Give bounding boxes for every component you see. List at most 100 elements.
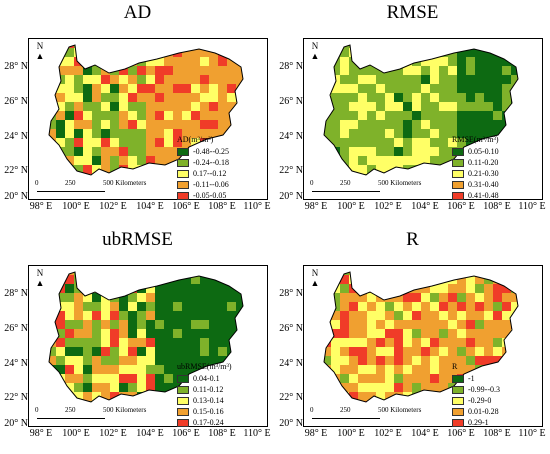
grid-cell (331, 156, 340, 165)
grid-cell (38, 84, 47, 93)
grid-cell (520, 48, 529, 57)
grid-cell (439, 293, 448, 302)
grid-cell (439, 356, 448, 365)
grid-cell (304, 302, 313, 311)
grid-cell (110, 111, 119, 120)
grid-cell (173, 75, 182, 84)
grid-cell (164, 365, 173, 374)
grid-cell (340, 275, 349, 284)
grid-cell (394, 329, 403, 338)
grid-cell (110, 129, 119, 138)
grid-cell (376, 338, 385, 347)
grid-cell (128, 147, 137, 156)
grid-cell (65, 102, 74, 111)
lat-label: 24° N (4, 358, 28, 369)
grid-cell (403, 48, 412, 57)
grid-cell (358, 383, 367, 392)
grid-cell (394, 75, 403, 84)
grid-cell (83, 320, 92, 329)
grid-cell (412, 93, 421, 102)
grid-cell (83, 93, 92, 102)
grid-cell (74, 147, 83, 156)
grid-cell (110, 75, 119, 84)
grid-cell (502, 75, 511, 84)
grid-cell (403, 320, 412, 329)
grid-cell (331, 165, 340, 174)
grid-cell (538, 39, 542, 48)
legend-swatch (177, 180, 189, 189)
grid-cell (254, 311, 263, 320)
north-arrow: N ▲ (310, 268, 320, 288)
grid-cell (254, 266, 263, 275)
grid-cell (376, 45, 385, 48)
grid-cell (49, 147, 56, 156)
grid-cell (412, 329, 421, 338)
grid-cell (421, 165, 430, 174)
grid-cell (439, 383, 448, 392)
grid-cell (236, 293, 243, 302)
grid-cell (529, 93, 538, 102)
grid-cell (475, 347, 484, 356)
grid-cell (200, 275, 209, 284)
lat-label: 24° N (4, 131, 28, 142)
grid-cell (484, 338, 493, 347)
grid-cell (340, 93, 349, 102)
grid-cell (430, 48, 439, 57)
grid-cell (511, 45, 518, 48)
grid-cell (358, 347, 367, 356)
grid-cell (403, 338, 412, 347)
grid-cell (493, 311, 502, 320)
grid-cell (358, 302, 367, 311)
grid-cell (529, 66, 538, 75)
grid-cell (385, 48, 394, 57)
grid-cell (430, 293, 439, 302)
grid-cell (191, 356, 200, 365)
grid-cell (227, 102, 236, 111)
legend: AD(m³/m³) -0.48--0.25 -0.24--0.18 0.17--… (177, 135, 267, 201)
grid-cell (191, 275, 200, 284)
grid-cell (191, 293, 200, 302)
grid-cell (484, 120, 493, 129)
grid-cell (164, 84, 173, 93)
grid-cell (29, 293, 38, 302)
grid-cell (502, 48, 511, 57)
lon-label: 108° E (208, 428, 236, 439)
grid-cell (209, 66, 218, 75)
grid-cell (457, 338, 466, 347)
grid-cell (110, 102, 119, 111)
grid-cell (493, 45, 502, 48)
grid-cell (29, 102, 38, 111)
grid-cell (49, 66, 56, 75)
grid-cell (376, 48, 385, 57)
grid-cell (538, 284, 542, 293)
grid-cell (502, 302, 511, 311)
grid-cell (119, 156, 128, 165)
grid-cell (173, 102, 182, 111)
grid-cell (493, 275, 502, 284)
lat-label: 26° N (4, 323, 28, 334)
grid-cell (227, 75, 236, 84)
grid-cell (367, 84, 376, 93)
grid-cell (304, 311, 313, 320)
grid-cell (439, 338, 448, 347)
legend-swatch (452, 169, 464, 178)
grid-cell (146, 272, 155, 275)
grid-cell (349, 93, 358, 102)
grid-cell (430, 302, 439, 311)
map-svg (29, 266, 267, 403)
grid-cell (263, 275, 267, 284)
grid-cell (209, 129, 218, 138)
legend-title: AD(m³/m³) (177, 135, 214, 144)
grid-cell (475, 75, 484, 84)
grid-cell (227, 111, 236, 120)
grid-cell (448, 138, 457, 147)
grid-cell (324, 374, 331, 383)
grid-cell (29, 392, 38, 401)
grid-cell (529, 120, 538, 129)
grid-cell (421, 356, 430, 365)
grid-cell (182, 129, 191, 138)
grid-cell (367, 284, 376, 293)
grid-cell (520, 293, 529, 302)
region-boundary (48, 271, 244, 403)
grid-cell (209, 102, 218, 111)
